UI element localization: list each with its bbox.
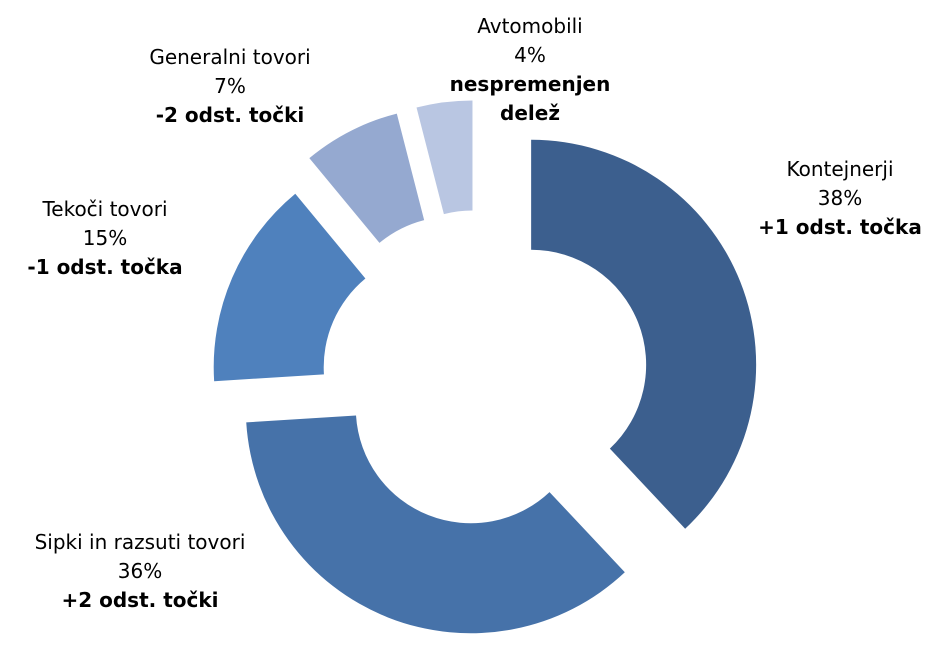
category-label: Kontejnerji	[786, 157, 894, 181]
category-label: Avtomobili	[477, 14, 583, 38]
slice-label: Sipki in razsuti tovori 36% +2 odst. točki	[20, 528, 260, 615]
change-label: +1 odst. točka	[758, 215, 922, 239]
category-label: Sipki in razsuti tovori	[34, 530, 246, 554]
donut-slice	[416, 100, 473, 215]
change-label: +2 odst. točki	[61, 588, 219, 612]
donut-slice	[531, 139, 757, 529]
donut-slice	[213, 193, 366, 382]
value-label: 4%	[514, 43, 546, 67]
change-label: nespremenjen delež	[449, 72, 611, 125]
slice-label: Tekoči tovori 15% -1 odst. točka	[0, 195, 215, 282]
slice-label: Avtomobili 4% nespremenjen delež	[430, 12, 630, 128]
change-label: -2 odst. točki	[155, 103, 305, 127]
value-label: 7%	[214, 74, 246, 98]
change-label: -1 odst. točka	[27, 255, 183, 279]
value-label: 36%	[117, 559, 163, 583]
value-label: 15%	[82, 226, 128, 250]
donut-slice	[246, 415, 625, 634]
slice-label: Generalni tovori 7% -2 odst. točki	[110, 43, 350, 130]
slice-label: Kontejnerji 38% +1 odst. točka	[730, 155, 943, 242]
donut-slice	[309, 113, 425, 243]
category-label: Generalni tovori	[149, 45, 311, 69]
category-label: Tekoči tovori	[42, 197, 168, 221]
value-label: 38%	[817, 186, 863, 210]
